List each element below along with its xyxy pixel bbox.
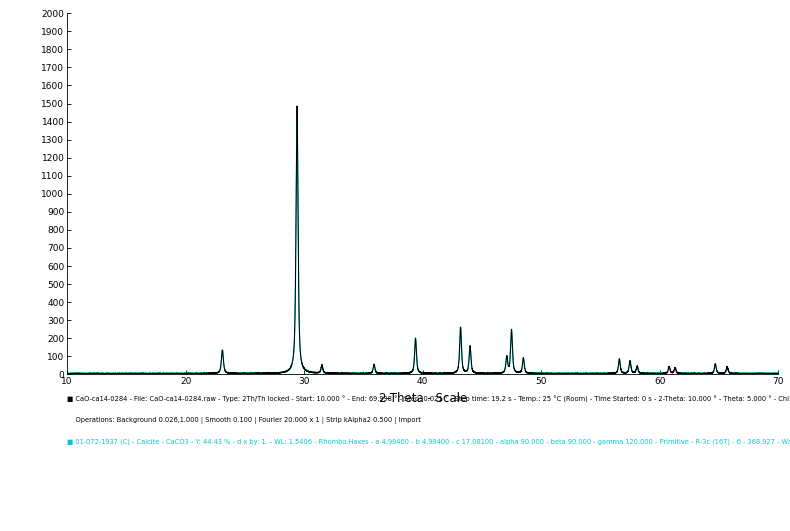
X-axis label: 2-Theta - Scale: 2-Theta - Scale bbox=[378, 392, 467, 405]
Text: ■ CaO-ca14-0284 - File: CaO-ca14-0284.raw - Type: 2Th/Th locked - Start: 10.000 : ■ CaO-ca14-0284 - File: CaO-ca14-0284.ra… bbox=[67, 396, 790, 403]
Text: Operations: Background 0.026,1.000 | Smooth 0.100 | Fourier 20.000 x 1 | Strip k: Operations: Background 0.026,1.000 | Smo… bbox=[67, 417, 421, 424]
Text: ■ 01-072-1937 (C) - Calcite - CaCO3 - Y: 44.43 % - d x by: 1. - WL: 1.5406 - Rho: ■ 01-072-1937 (C) - Calcite - CaCO3 - Y:… bbox=[67, 438, 790, 444]
